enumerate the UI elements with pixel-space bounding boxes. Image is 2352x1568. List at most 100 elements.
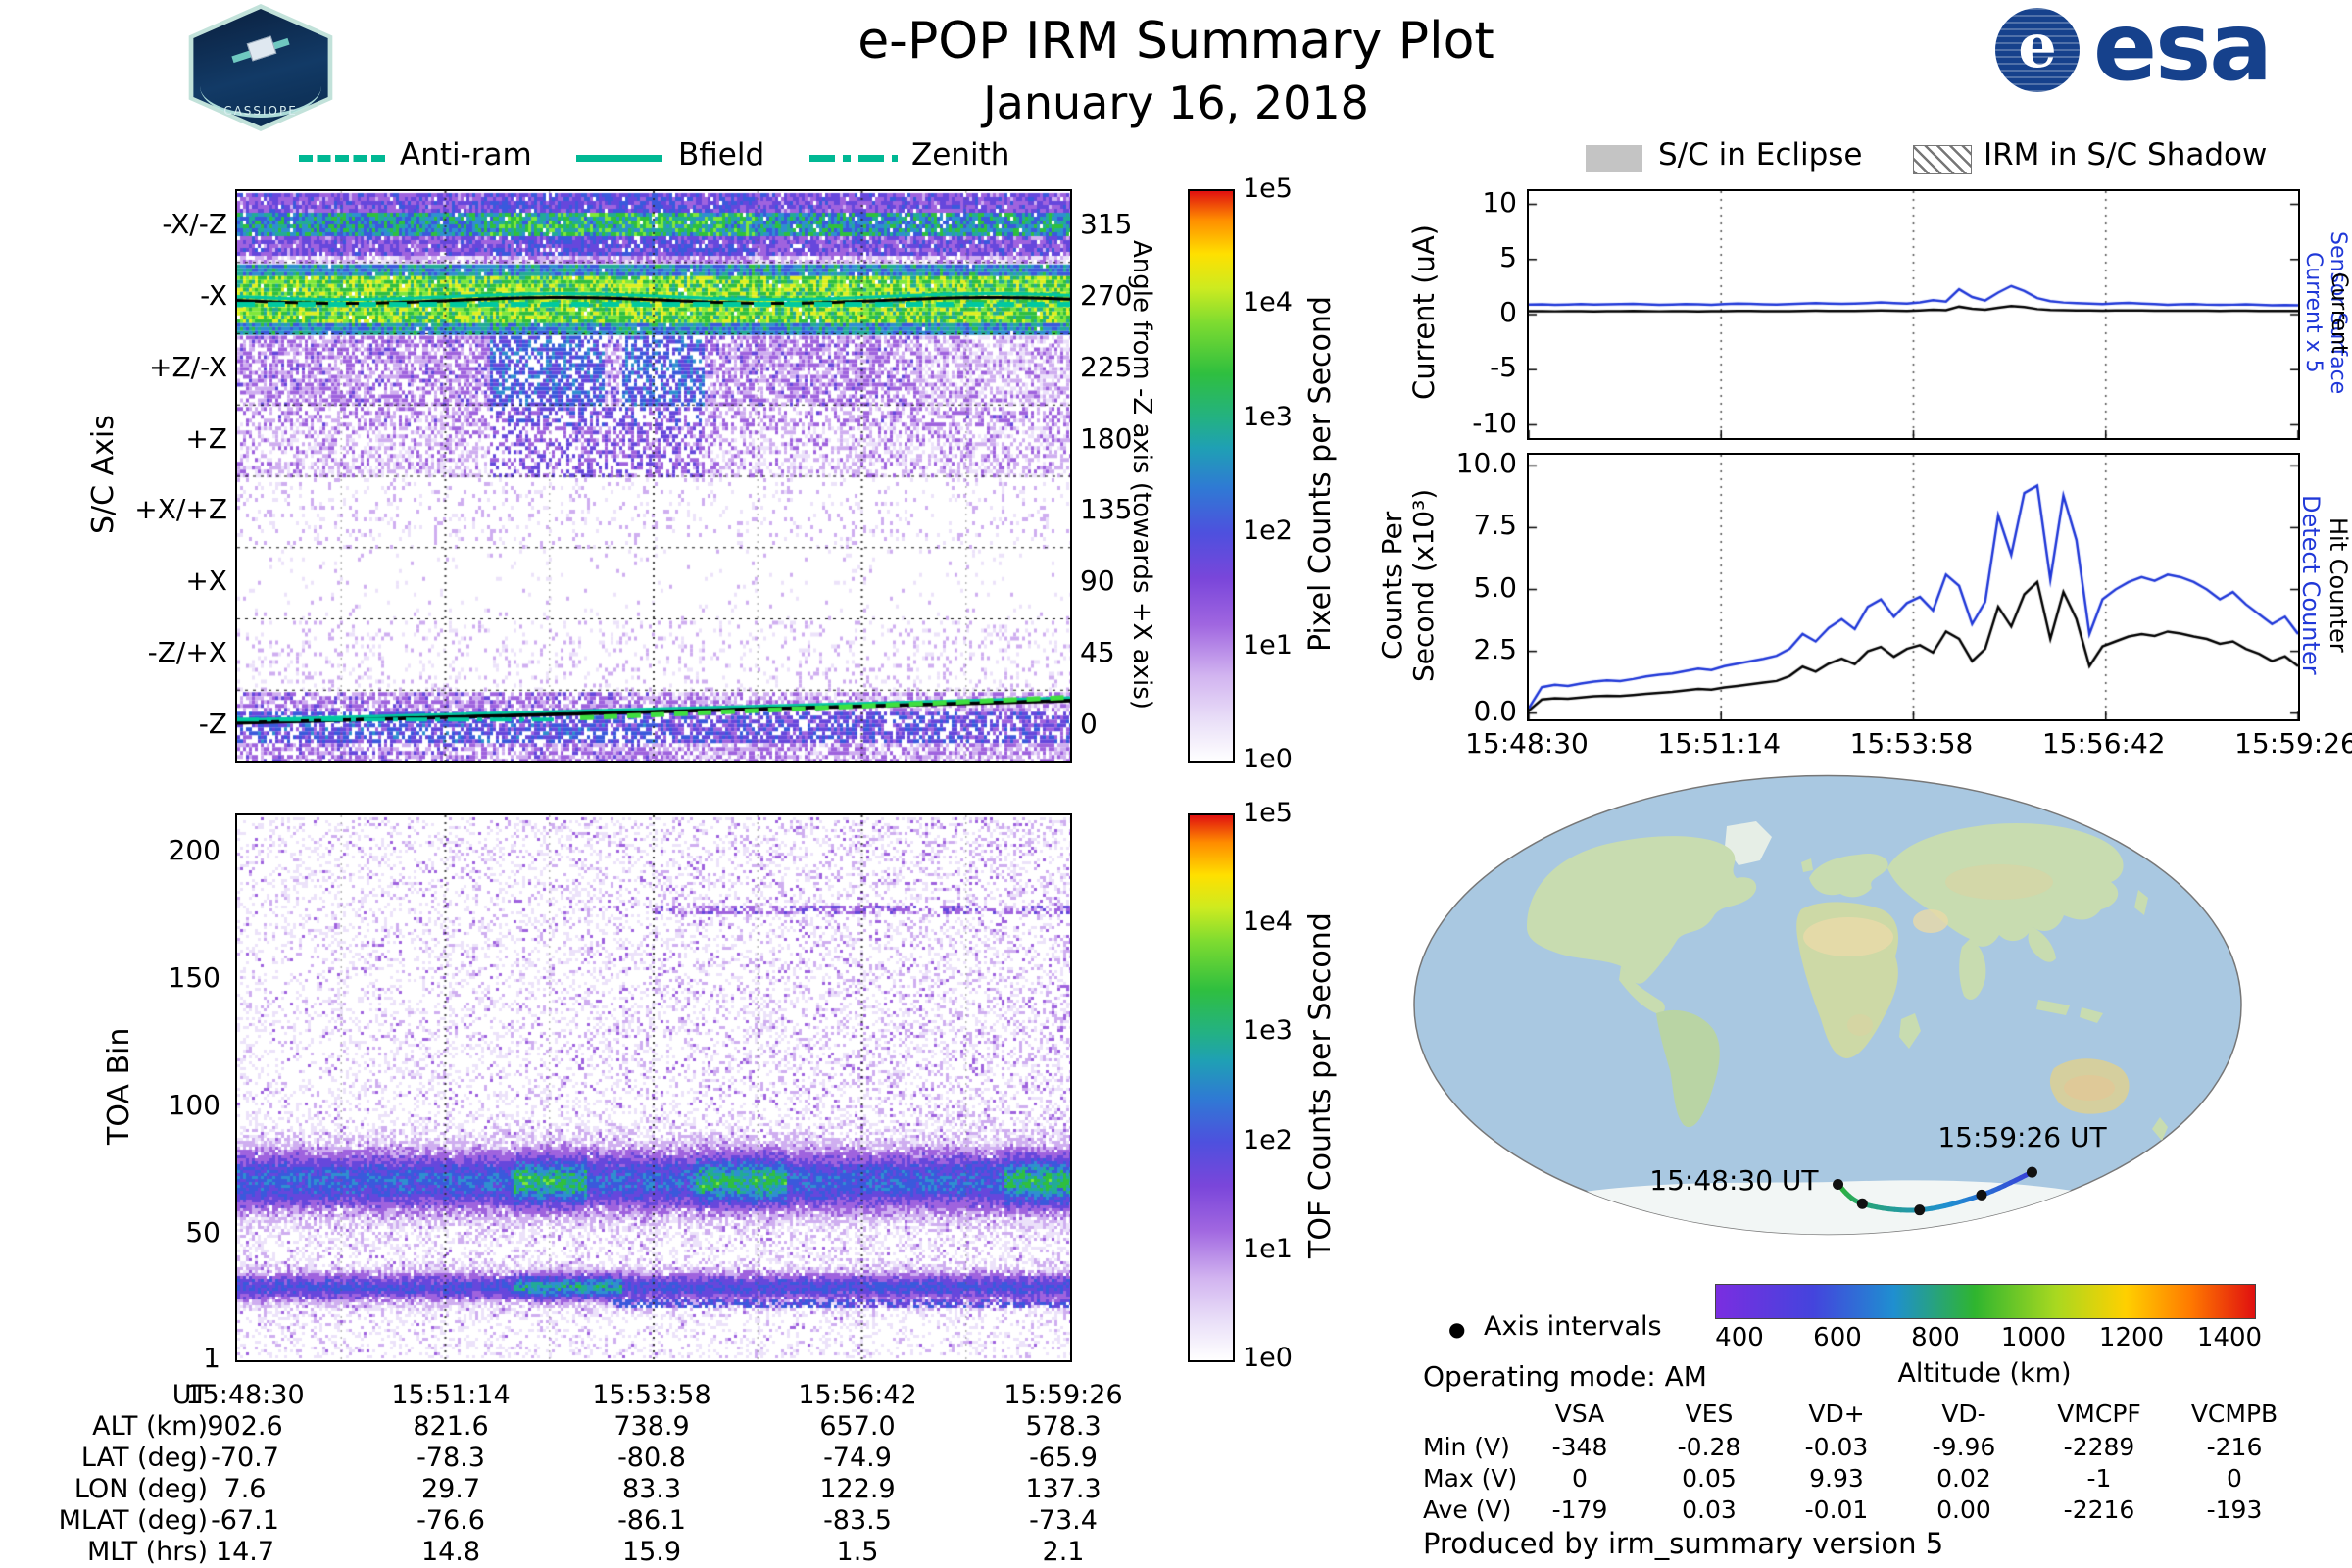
sc-row-label: +X <box>185 564 227 598</box>
toa-spectrogram-canvas <box>237 815 1070 1360</box>
ephemeris-value: 902.6 <box>207 1411 283 1442</box>
voltage-value: -216 <box>2206 1433 2263 1461</box>
voltage-value: -348 <box>1551 1433 1608 1461</box>
toa-ylabel: TOA Bin <box>102 1027 136 1145</box>
ephemeris-value: 14.8 <box>420 1537 481 1567</box>
colorbar-tick-label: 1e2 <box>1243 515 1293 547</box>
eclipse-legend-swatch-icon <box>1586 145 1642 172</box>
ephemeris-row-label: UT <box>172 1380 208 1410</box>
voltage-value: 0.00 <box>1936 1495 1991 1524</box>
ephemeris-row-label: LON (deg) <box>74 1474 208 1504</box>
sc-row-label: +X/+Z <box>134 493 227 526</box>
ephemeris-value: 29.7 <box>420 1474 481 1504</box>
current-ytick-label: -10 <box>1472 406 1517 439</box>
voltage-row-label: Ave (V) <box>1423 1495 1512 1524</box>
ephemeris-value: 14.7 <box>215 1537 275 1567</box>
ephemeris-row-label: ALT (km) <box>92 1411 208 1442</box>
sensor-surface-current-x5-label: Sensor Surface Current x 5 <box>2301 230 2350 395</box>
sc-row-label: +Z/-X <box>149 350 227 383</box>
angle-tick-label: 180 <box>1080 421 1133 455</box>
counts-ylabel-line1: Counts Per <box>1376 511 1408 660</box>
counters-chart-canvas <box>1529 455 2298 719</box>
current-ytick-label: -5 <box>1490 351 1517 384</box>
colorbar-tick-label: 1e3 <box>1243 1015 1293 1047</box>
voltage-column-header: VD- <box>1941 1399 1986 1428</box>
sc-row-label: -Z <box>198 707 227 740</box>
altitude-tick-label: 600 <box>1813 1323 1862 1352</box>
angle-tick-label: 90 <box>1080 564 1115 598</box>
page-title: e-POP IRM Summary Plot <box>858 12 1494 71</box>
counts-ytick-label: 7.5 <box>1473 509 1517 542</box>
toa-spectrogram-panel <box>235 813 1072 1362</box>
voltage-value: -2216 <box>2063 1495 2135 1524</box>
sc-row-label: -X/-Z <box>162 208 227 241</box>
time-tick-label: 15:48:30 <box>1465 727 1589 760</box>
ephemeris-row-label: LAT (deg) <box>80 1443 208 1473</box>
ephemeris-value: -70.7 <box>211 1443 279 1473</box>
voltage-value: 9.93 <box>1809 1464 1864 1493</box>
ephemeris-value: 7.6 <box>223 1474 267 1504</box>
sc-row-label: -Z/+X <box>147 635 227 668</box>
counts-ytick-label: 2.5 <box>1473 632 1517 665</box>
bfield-legend-line-icon <box>576 155 662 162</box>
altitude-colorbar-label: Altitude (km) <box>1897 1358 2072 1389</box>
sc-row-label: +Z <box>185 421 227 455</box>
zenith-legend-label: Zenith <box>911 137 1010 172</box>
toa-tick-label: 200 <box>168 834 220 866</box>
earth-limb-icon <box>200 55 321 118</box>
ephemeris-value: 2.1 <box>1042 1537 1085 1567</box>
esa-logo: e esa <box>1995 0 2309 102</box>
counts-ytick-label: 10.0 <box>1455 447 1517 480</box>
ephemeris-value: -83.5 <box>823 1505 892 1536</box>
toa-tick-label: 50 <box>185 1216 220 1250</box>
current-ytick-label: 5 <box>1499 240 1517 273</box>
time-tick-label: 15:59:26 <box>2234 727 2352 760</box>
tof-counts-colorbar-label: TOF Counts per Second <box>1303 912 1338 1259</box>
voltage-column-header: VD+ <box>1808 1399 1865 1428</box>
colorbar-tick-label: 1e3 <box>1243 401 1293 432</box>
angle-axis-label: Angle from -Z axis (towards +X axis) <box>1127 239 1156 710</box>
ephemeris-value: 15:48:30 <box>185 1380 305 1410</box>
counters-chart-panel <box>1527 453 2300 721</box>
axis-interval-dot-icon <box>1914 1204 1926 1216</box>
voltage-column-header: VSA <box>1554 1399 1605 1428</box>
shadow-legend-swatch-icon <box>1913 145 1972 174</box>
axis-interval-dot-icon <box>1976 1189 1987 1200</box>
ephemeris-value: 15:56:42 <box>798 1380 917 1410</box>
voltage-value: 0 <box>1572 1464 1588 1493</box>
ephemeris-row-label: MLT (hrs) <box>86 1537 208 1567</box>
altitude-colorbar <box>1715 1284 2256 1319</box>
voltage-value: -193 <box>2206 1495 2263 1524</box>
ephemeris-value: 137.3 <box>1025 1474 1102 1504</box>
voltage-value: -0.01 <box>1804 1495 1869 1524</box>
ephemeris-value: -76.6 <box>416 1505 485 1536</box>
axis-interval-dot-icon <box>1833 1179 1844 1191</box>
voltage-value: -0.03 <box>1804 1433 1869 1461</box>
time-tick-label: 15:51:14 <box>1657 727 1782 760</box>
ephemeris-value: -78.3 <box>416 1443 485 1473</box>
pixel-counts-colorbar-label: Pixel Counts per Second <box>1303 296 1338 653</box>
voltage-column-header: VCMPB <box>2190 1399 2278 1428</box>
sensor-surface-current-label: Sensor Surface Current <box>2327 231 2352 394</box>
voltage-row-label: Min (V) <box>1423 1433 1510 1461</box>
axis-interval-dot-icon <box>2026 1166 2037 1178</box>
track-end-label: 15:59:26 UT <box>1937 1121 2107 1154</box>
ephemeris-value: -73.4 <box>1029 1505 1098 1536</box>
current-chart-panel <box>1527 189 2300 440</box>
voltage-value: 0.03 <box>1682 1495 1737 1524</box>
ephemeris-value: 83.3 <box>621 1474 682 1504</box>
angle-tick-label: 45 <box>1080 635 1115 668</box>
ephemeris-value: 15:59:26 <box>1004 1380 1123 1410</box>
altitude-tick-label: 400 <box>1715 1323 1764 1352</box>
counts-ylabel-line2: Second (x10³) <box>1407 488 1440 682</box>
voltage-value: -179 <box>1551 1495 1608 1524</box>
ephemeris-value: 657.0 <box>819 1411 896 1442</box>
current-ylabel: Current (uA) <box>1407 224 1441 401</box>
world-map <box>1413 774 2242 1236</box>
sc-axis-spectrogram-canvas <box>237 191 1070 761</box>
toa-tick-label: 1 <box>203 1342 220 1374</box>
voltage-value: -0.28 <box>1677 1433 1741 1461</box>
ephemeris-value: 122.9 <box>819 1474 896 1504</box>
colorbar-tick-label: 1e1 <box>1243 1233 1293 1264</box>
ephemeris-value: 738.9 <box>613 1411 690 1442</box>
